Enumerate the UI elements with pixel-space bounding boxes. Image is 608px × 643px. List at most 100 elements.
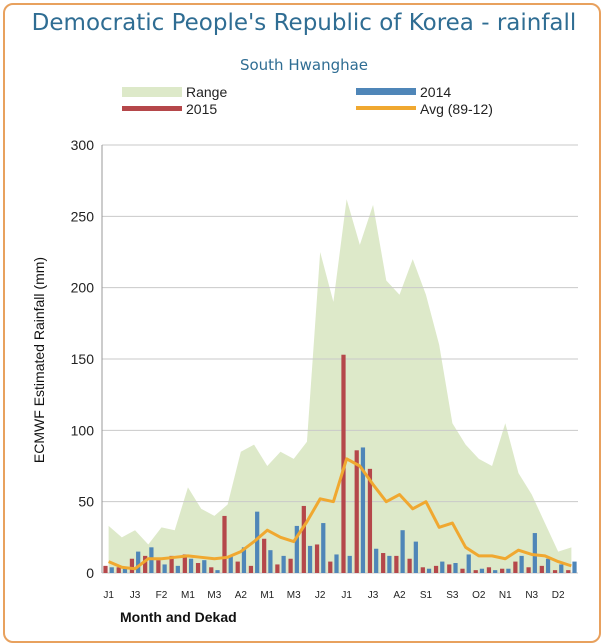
bar-2014 [532, 533, 537, 573]
bar-2014 [202, 560, 207, 573]
bar-2014 [321, 523, 326, 573]
bar-2015 [526, 567, 531, 573]
bar-2015 [460, 568, 465, 573]
legend-swatch-2015 [122, 106, 182, 111]
y-tick-label: 0 [86, 565, 94, 581]
legend-label-2015: 2015 [186, 101, 217, 117]
x-tick-label: J3 [130, 590, 141, 601]
y-tick-label: 50 [78, 494, 94, 510]
chart-subtitle: South Hwanghae [239, 56, 369, 74]
bar-2015 [103, 565, 108, 573]
bar-2015 [381, 553, 386, 573]
bar-2014 [307, 545, 313, 573]
x-tick-label: F2 [156, 590, 168, 601]
bar-2014 [400, 530, 405, 573]
bar-2015 [116, 567, 121, 573]
bar-2015 [473, 570, 478, 573]
x-tick-label: A2 [393, 590, 406, 601]
bar-2015 [486, 567, 492, 573]
bar-2015 [156, 560, 161, 573]
bar-2015 [288, 558, 293, 573]
bar-2015 [301, 505, 306, 573]
bar-2014 [572, 561, 577, 573]
bar-2014 [545, 558, 551, 573]
bar-2015 [566, 570, 571, 573]
chart-title: Democratic People's Republic of Korea - … [31, 10, 577, 36]
y-axis-title: ECMWF Estimated Rainfall (mm) [31, 257, 47, 463]
bar-2014 [453, 563, 458, 573]
y-tick-label: 300 [71, 137, 95, 153]
x-tick-label: S3 [446, 590, 459, 601]
bar-2014 [493, 570, 498, 573]
bar-2015 [222, 515, 227, 573]
y-tick-label: 100 [71, 422, 95, 438]
legend: Range 2014 2015 Avg (89-12) [122, 84, 493, 117]
x-tick-label: N1 [499, 590, 512, 601]
legend-swatch-range [122, 87, 182, 97]
bar-2014 [479, 568, 485, 573]
x-tick-label: S1 [420, 590, 433, 601]
bar-2014 [188, 558, 194, 573]
bar-2015 [367, 468, 373, 573]
x-tick-label: M1 [181, 590, 195, 601]
legend-label-2014: 2014 [420, 84, 451, 100]
bar-2015 [328, 561, 333, 573]
bar-2015 [235, 561, 240, 573]
y-tick-label: 200 [71, 280, 95, 296]
bar-2014 [374, 548, 379, 573]
range-area [108, 199, 572, 574]
bar-2014 [334, 554, 339, 573]
plot-area: 0 50 100 150 200 250 300 J1 J3 F2 M1 M3 A2 M1 M3 J2 J1 J3… [71, 137, 578, 601]
x-tick-label: J3 [368, 590, 379, 601]
x-tick-label: A2 [235, 590, 248, 601]
bar-2014 [162, 564, 167, 573]
bar-2015 [129, 558, 135, 573]
bar-2015 [447, 564, 452, 573]
bar-2015 [248, 565, 254, 573]
bar-2015 [420, 567, 425, 573]
bar-2014 [426, 568, 432, 573]
bar-2014 [506, 568, 511, 573]
bar-2014 [387, 555, 392, 573]
bar-2014 [136, 551, 141, 573]
x-tick-label: M3 [287, 590, 301, 601]
bar-2014 [559, 564, 564, 573]
bar-2015 [354, 450, 359, 573]
bar-2014 [109, 567, 114, 573]
rainfall-chart: Range 2014 2015 Avg (89-12) 0 50 100 150 200… [31, 84, 578, 625]
bar-2015 [314, 544, 320, 573]
bar-2015 [394, 555, 399, 573]
bar-2015 [433, 565, 439, 573]
y-tick-label: 250 [71, 208, 95, 224]
legend-label-avg: Avg (89-12) [420, 101, 493, 117]
bar-2014 [215, 570, 220, 573]
x-tick-label: N3 [525, 590, 538, 601]
legend-label-range: Range [186, 84, 227, 100]
legend-swatch-2014 [356, 88, 416, 95]
bar-2015 [500, 568, 505, 573]
bar-2015 [195, 563, 201, 573]
bar-2014 [255, 511, 260, 573]
x-tick-label: J1 [103, 590, 114, 601]
bar-2014 [268, 550, 273, 573]
bar-2015 [262, 538, 267, 573]
bar-2014 [347, 555, 352, 573]
x-tick-label: M3 [207, 590, 221, 601]
bar-2014 [241, 547, 247, 573]
bar-2014 [519, 555, 524, 573]
bar-2014 [360, 447, 366, 573]
bar-2015 [209, 567, 214, 573]
bar-2015 [169, 555, 174, 573]
bar-2015 [539, 565, 544, 573]
bar-2014 [294, 525, 299, 573]
bar-2014 [281, 555, 286, 573]
bar-2014 [466, 554, 471, 573]
x-tick-label: M1 [260, 590, 274, 601]
avg-line [108, 457, 572, 571]
bar-2015 [552, 570, 558, 573]
bar-2014 [175, 565, 180, 573]
legend-swatch-avg [356, 106, 416, 110]
bar-2015 [143, 555, 148, 573]
bar-2014 [228, 555, 233, 573]
x-tick-label: D2 [552, 590, 565, 601]
